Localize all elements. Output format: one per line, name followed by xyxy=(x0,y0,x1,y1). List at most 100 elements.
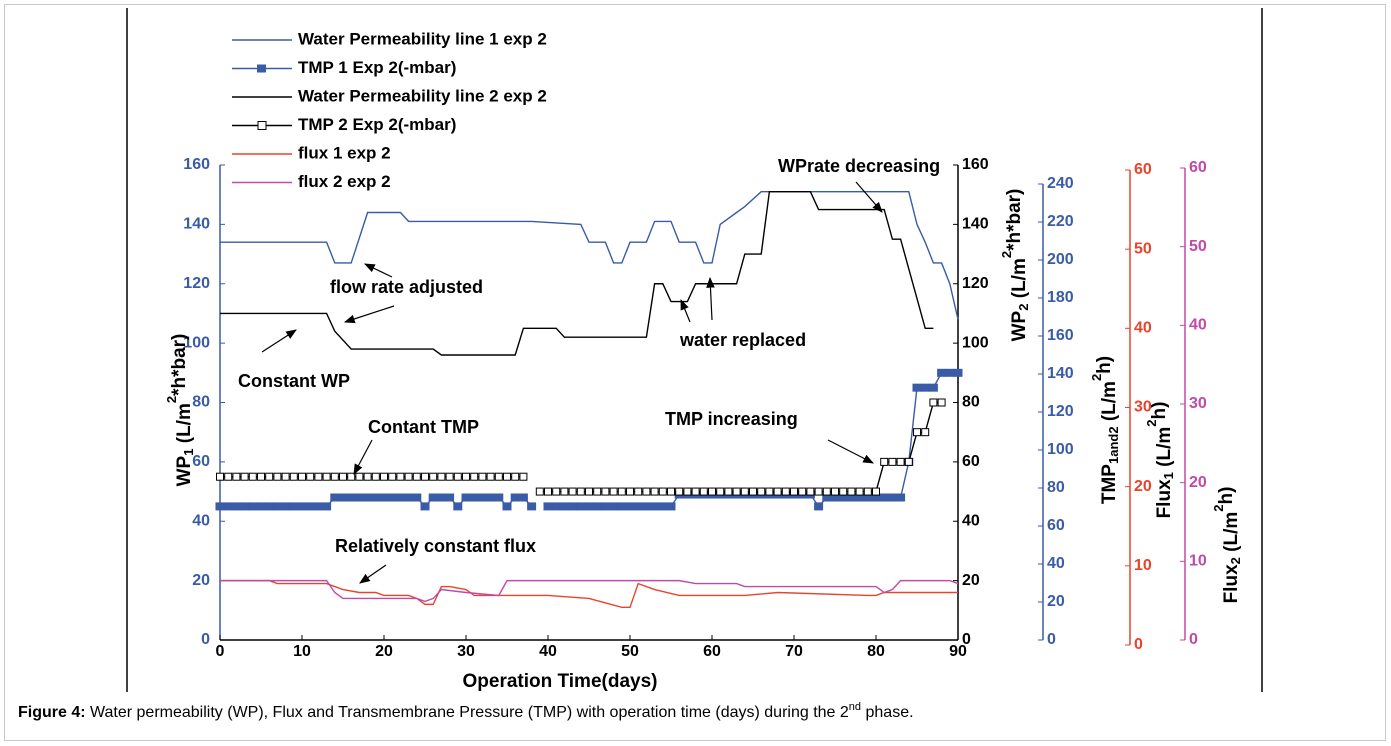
y-tick-label: 120 xyxy=(183,275,210,292)
annotation-arrow xyxy=(364,263,393,278)
marker xyxy=(412,493,422,502)
marker xyxy=(322,502,332,511)
y-tick-label: 30 xyxy=(1134,399,1152,416)
marker xyxy=(421,472,429,481)
marker xyxy=(510,493,520,502)
marker xyxy=(847,487,856,496)
marker xyxy=(568,502,578,511)
marker xyxy=(896,493,906,502)
y-tick-label: 50 xyxy=(1134,240,1152,257)
y-tick-label: 60 xyxy=(1047,517,1065,534)
y-tick-label: 40 xyxy=(1189,317,1207,334)
marker xyxy=(929,398,938,407)
marker xyxy=(822,493,832,502)
marker xyxy=(494,472,503,481)
caption-text: Water permeability (WP), Flux and Transm… xyxy=(86,704,849,721)
marker xyxy=(658,502,668,511)
legend-label: TMP 2 Exp 2(-mbar) xyxy=(298,115,456,134)
marker xyxy=(584,502,594,511)
marker xyxy=(708,487,716,496)
axis-title-part: WP xyxy=(174,455,195,486)
marker xyxy=(846,493,856,502)
caption-sup: nd xyxy=(849,701,861,713)
marker xyxy=(477,493,487,502)
marker xyxy=(355,472,364,481)
marker xyxy=(453,502,463,511)
marker xyxy=(265,472,274,481)
y-tick-label: 140 xyxy=(1047,365,1074,382)
legend-label: flux 2 exp 2 xyxy=(298,172,391,191)
y-tick-label: 100 xyxy=(962,334,989,351)
marker xyxy=(445,493,455,502)
y-tick-label: 120 xyxy=(1047,403,1074,420)
marker xyxy=(248,472,257,481)
marker xyxy=(814,502,824,511)
marker xyxy=(912,383,922,392)
y-tick-label: 60 xyxy=(192,453,210,470)
marker xyxy=(436,493,446,502)
marker xyxy=(240,472,249,481)
marker xyxy=(855,487,864,496)
marker xyxy=(248,502,258,511)
marker xyxy=(223,502,233,511)
axis-title-part: WP xyxy=(1009,310,1030,341)
marker xyxy=(601,487,610,496)
y-tick-label: 0 xyxy=(201,631,210,648)
series-line xyxy=(220,579,959,603)
marker xyxy=(289,502,299,511)
marker xyxy=(305,502,315,511)
annotation: water replaced xyxy=(679,330,806,350)
axis-title-part: (L/m xyxy=(1154,427,1175,472)
y-tick-label: 40 xyxy=(962,512,980,529)
marker xyxy=(896,457,905,466)
axis-title-part: 2 xyxy=(1144,420,1159,427)
marker xyxy=(257,472,265,481)
axis-title-part: Flux xyxy=(1154,479,1175,518)
marker xyxy=(658,487,667,496)
marker xyxy=(920,383,930,392)
annotation-arrow xyxy=(353,439,373,475)
y-tick-label: 40 xyxy=(192,512,210,529)
marker xyxy=(527,502,537,511)
axis-title-part: (L/m xyxy=(1009,258,1030,303)
marker xyxy=(216,472,224,481)
marker xyxy=(281,502,291,511)
marker xyxy=(568,487,577,496)
axis-title-part: 2 xyxy=(1089,374,1104,381)
marker xyxy=(872,487,880,496)
marker xyxy=(888,457,897,466)
marker xyxy=(560,487,569,496)
marker xyxy=(650,487,659,496)
x-tick-label: 40 xyxy=(539,643,557,660)
annotation: Relatively constant flux xyxy=(335,536,536,556)
x-tick-label: 10 xyxy=(293,643,311,660)
annotation: Contant TMP xyxy=(368,417,479,437)
axis-title-part: (L/m xyxy=(1099,381,1120,426)
marker xyxy=(937,398,946,407)
marker xyxy=(380,472,388,481)
marker xyxy=(838,493,848,502)
marker xyxy=(379,493,389,502)
axis-title-part: 2 xyxy=(1211,505,1226,512)
y-tick-label: 160 xyxy=(1047,327,1074,344)
marker xyxy=(543,502,553,511)
marker xyxy=(559,502,569,511)
marker xyxy=(609,502,619,511)
axis-title-part: *h*bar) xyxy=(169,334,190,396)
marker xyxy=(937,368,947,377)
y-tick-label: 220 xyxy=(1047,213,1074,230)
marker xyxy=(773,487,782,496)
marker xyxy=(232,472,241,481)
marker xyxy=(346,493,356,502)
y-tick-label: 140 xyxy=(962,216,989,233)
marker xyxy=(650,502,660,511)
annotation-arrow xyxy=(359,564,387,584)
marker xyxy=(420,502,430,511)
marker xyxy=(863,493,873,502)
y-tick-label: 30 xyxy=(1189,395,1207,412)
marker xyxy=(904,457,913,466)
marker xyxy=(354,493,364,502)
caption-label: Figure 4: xyxy=(18,704,86,721)
x-tick-label: 20 xyxy=(375,643,393,660)
marker xyxy=(535,487,544,496)
